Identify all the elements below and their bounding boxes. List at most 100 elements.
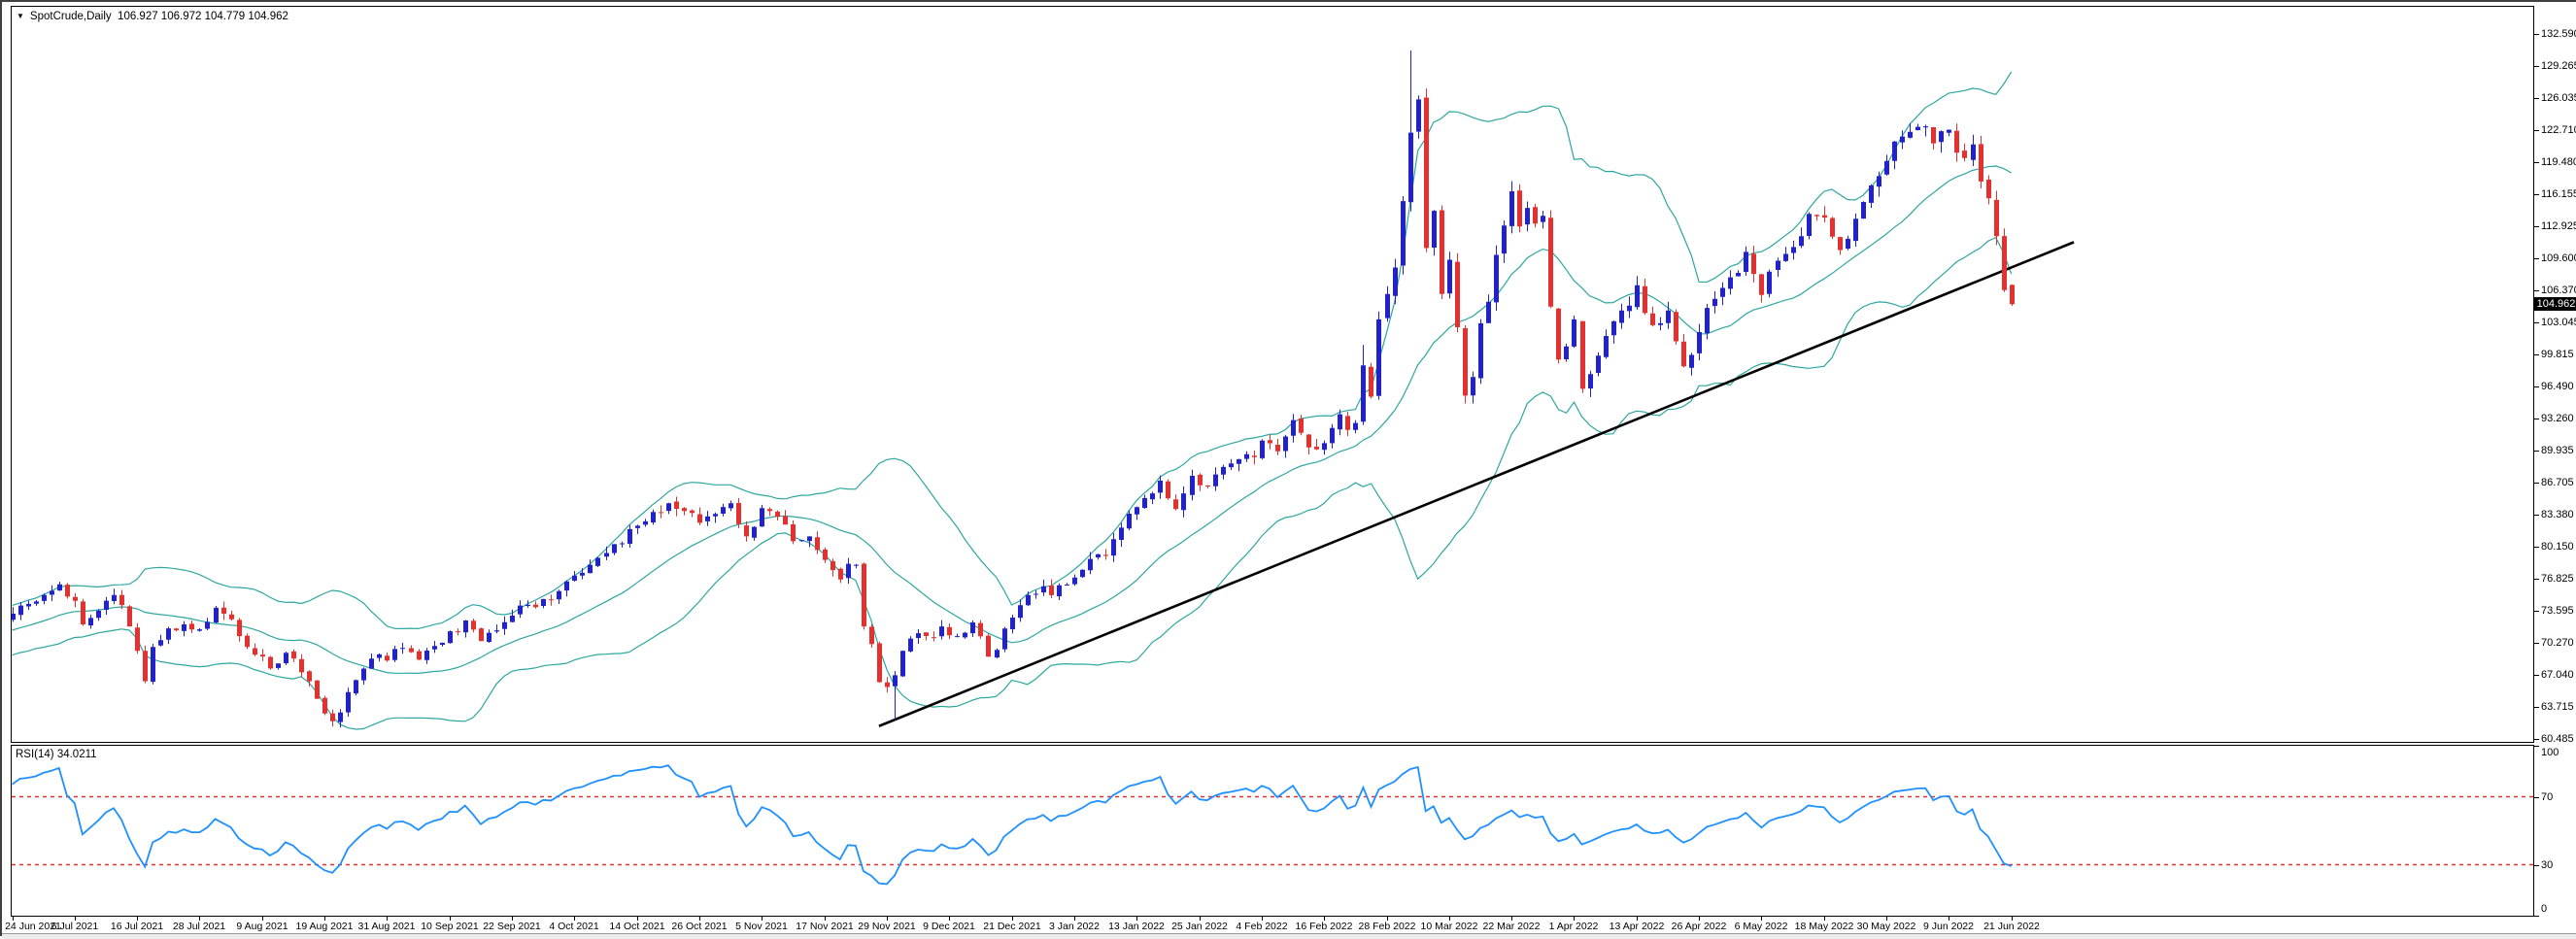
time-axis-label: 3 Jan 2022 <box>1049 921 1100 932</box>
time-tick <box>2012 917 2013 921</box>
price-axis-label: 122.710 <box>2541 124 2576 136</box>
time-tick <box>1824 917 1825 921</box>
price-axis-label: 60.485 <box>2541 733 2574 745</box>
price-tick <box>2534 162 2539 163</box>
price-tick <box>2534 130 2539 131</box>
time-tick <box>1387 917 1388 921</box>
time-axis-label: 24 Jun 2021 <box>5 921 61 932</box>
price-tick <box>2534 611 2539 612</box>
time-axis-label: 5 Nov 2021 <box>735 921 788 932</box>
time-axis-label: 4 Feb 2022 <box>1236 921 1288 932</box>
chart-dropdown-icon[interactable]: ▼ <box>17 12 24 20</box>
time-axis-label: 21 Dec 2021 <box>983 921 1041 932</box>
current-price-badge: 104.962 <box>2534 297 2576 311</box>
rsi-canvas <box>12 764 2533 886</box>
time-axis-label: 6 Jul 2021 <box>51 921 99 932</box>
price-axis-label: 89.935 <box>2541 445 2574 456</box>
time-tick <box>13 917 14 921</box>
time-tick <box>1574 917 1575 921</box>
time-axis-label: 30 May 2022 <box>1856 921 1916 932</box>
rsi-scale-tick <box>2534 797 2539 798</box>
price-tick <box>2534 258 2539 259</box>
time-tick <box>699 917 700 921</box>
price-axis-label: 132.590 <box>2541 28 2576 40</box>
time-tick <box>1074 917 1075 921</box>
bollinger-middle <box>12 165 2012 675</box>
price-axis-label: 116.155 <box>2541 188 2576 200</box>
main-chart-pane[interactable]: ▼ SpotCrude,Daily 106.927 106.972 104.779… <box>11 6 2534 743</box>
candlesticks <box>12 50 2015 728</box>
time-tick <box>1449 917 1450 921</box>
time-axis-label: 17 Nov 2021 <box>796 921 854 932</box>
time-tick <box>450 917 451 921</box>
price-tick <box>2534 579 2539 580</box>
time-axis-label: 22 Sep 2021 <box>483 921 541 932</box>
symbol-period-label: SpotCrude,Daily <box>29 11 112 22</box>
time-tick <box>262 917 263 921</box>
time-tick <box>1262 917 1263 921</box>
trendline[interactable] <box>878 241 2075 727</box>
time-axis-label: 13 Jan 2022 <box>1108 921 1165 932</box>
price-tick <box>2534 322 2539 323</box>
price-tick <box>2534 98 2539 99</box>
time-axis[interactable]: 24 Jun 2021 6 Jul 2021 16 Jul 2021 28 Jul 2… <box>2 917 2576 932</box>
price-tick <box>2534 34 2539 35</box>
time-tick <box>75 917 76 921</box>
price-tick <box>2534 707 2539 708</box>
price-axis-label: 99.815 <box>2541 349 2574 360</box>
ohlc-values-label: 106.927 106.972 104.779 104.962 <box>118 11 288 22</box>
price-axis-label: 93.260 <box>2541 413 2574 424</box>
bear-bodies <box>65 97 2015 721</box>
price-axis-label: 73.595 <box>2541 605 2574 617</box>
price-tick <box>2534 386 2539 387</box>
time-tick <box>1012 917 1013 921</box>
time-tick <box>1886 917 1887 921</box>
time-axis-label: 29 Nov 2021 <box>858 921 916 932</box>
time-axis-label: 18 May 2022 <box>1794 921 1854 932</box>
time-tick <box>137 917 138 921</box>
rsi-pane[interactable]: RSI(14) 34.0211 <box>11 745 2534 917</box>
time-axis-label: 10 Mar 2022 <box>1420 921 1478 932</box>
price-axis-label: 67.040 <box>2541 669 2574 681</box>
rsi-scale-tick <box>2534 916 2539 917</box>
time-axis-label: 28 Feb 2022 <box>1358 921 1416 932</box>
time-axis-label: 16 Jul 2021 <box>110 921 164 932</box>
bollinger-lower <box>12 236 2013 730</box>
time-axis-label: 28 Jul 2021 <box>172 921 226 932</box>
time-tick <box>512 917 513 921</box>
time-tick <box>387 917 388 921</box>
price-axis-label: 70.270 <box>2541 637 2574 649</box>
time-axis-label: 14 Oct 2021 <box>609 921 665 932</box>
bull-bodies <box>12 99 1976 722</box>
bear-wicks <box>67 88 2013 727</box>
time-axis-label: 9 Jun 2022 <box>1923 921 1974 932</box>
price-tick <box>2534 483 2539 484</box>
price-tick <box>2534 643 2539 644</box>
time-tick <box>637 917 638 921</box>
rsi-scale-label: 30 <box>2541 859 2554 871</box>
price-axis-label: 83.380 <box>2541 509 2574 520</box>
time-axis-label: 26 Oct 2021 <box>671 921 728 932</box>
price-axis-label: 126.035 <box>2541 92 2576 104</box>
rsi-scale-label: 0 <box>2541 903 2548 915</box>
price-axis-label: 119.480 <box>2541 156 2576 168</box>
time-tick <box>1200 917 1201 921</box>
window-bottom-edge <box>2 933 2576 939</box>
rsi-indicator-label: RSI(14) 34.0211 <box>16 749 97 760</box>
price-axis[interactable]: 132.590 129.265 126.035 122.710 119.480 116.1… <box>2534 2 2576 938</box>
time-axis-label: 10 Sep 2021 <box>421 921 479 932</box>
price-tick <box>2534 226 2539 227</box>
price-axis-label: 112.925 <box>2541 220 2576 232</box>
time-axis-label: 26 Apr 2022 <box>1671 921 1727 932</box>
price-axis-label: 86.705 <box>2541 477 2574 488</box>
price-tick <box>2534 547 2539 548</box>
bollinger-upper <box>12 71 2013 630</box>
rsi-level-lines <box>12 795 2533 866</box>
time-tick <box>887 917 888 921</box>
time-axis-label: 4 Oct 2021 <box>549 921 599 932</box>
rsi-scale-label: 70 <box>2541 791 2554 803</box>
time-axis-label: 9 Dec 2021 <box>923 921 975 932</box>
time-axis-label: 1 Apr 2022 <box>1548 921 1599 932</box>
price-axis-label: 80.150 <box>2541 541 2574 553</box>
